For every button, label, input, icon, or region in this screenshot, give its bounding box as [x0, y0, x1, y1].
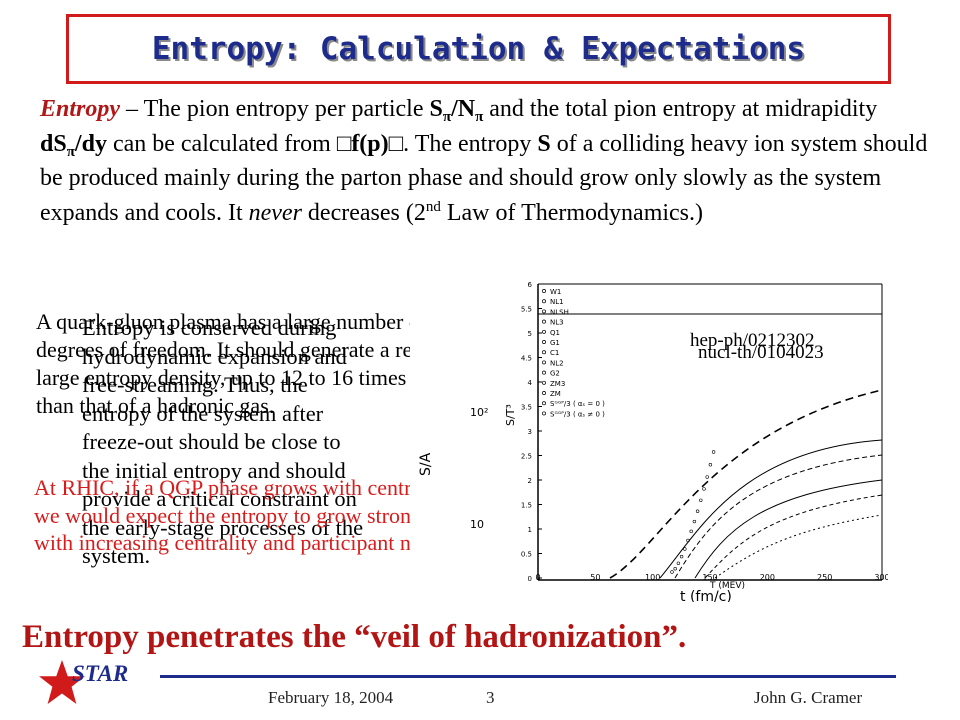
x-tick-label: 100: [645, 573, 660, 582]
plot-point: [679, 554, 684, 559]
y-tick-label: 4.5: [521, 355, 532, 363]
legend-entry: Q1: [550, 329, 560, 337]
plot-curve: [659, 439, 883, 579]
symbol-s-pi: Sπ/Nπ: [429, 96, 484, 125]
plot-point: [705, 475, 709, 479]
legend-marker: [542, 329, 546, 334]
rhic-paragraph: At RHIC, if a QGP phase grows with centr…: [34, 475, 472, 555]
y-tick-label: 2.5: [521, 453, 532, 461]
symbol-dsdy: dSπ/dy: [40, 130, 107, 160]
conservation-paragraph: Entropy is conserved during hydrodynamic…: [82, 315, 364, 568]
headline: Entropy penetrates the “veil of hadroniz…: [22, 619, 687, 655]
legend-marker: [542, 370, 546, 375]
x-tick-labels: 0 50 100 150 200 250 300: [535, 573, 888, 582]
y-tick-label: 4: [528, 379, 533, 387]
y-tick-label: 5.5: [521, 306, 532, 314]
plot-point: [676, 561, 681, 565]
plot-legend: W1 NL1 NLSH NL3 Q1 G1 C1 NL2 G2 ZM3 ZM Sᴳᴳᴾ/3 ( αₛ …: [542, 288, 605, 418]
footer-rule: [160, 675, 896, 678]
legend-entry: W1: [550, 288, 561, 296]
y-tick-labels: 6 5.5 5 4.5 4 3.5 3 2.5 2 1.5 1 0.5 0: [521, 281, 542, 583]
bracket-glyph: □: [388, 130, 404, 157]
y-axis-label: S/A: [418, 452, 434, 476]
left-tick-label: 10²: [470, 406, 488, 419]
plot-point: [670, 570, 674, 574]
y-tick-label: 5: [528, 330, 532, 338]
legend-marker: [542, 299, 546, 304]
star-logo-text: STAR: [72, 661, 129, 686]
legend-marker: [542, 319, 546, 324]
legend-marker: [542, 411, 546, 416]
legend-marker: [542, 360, 546, 365]
intro-paragraph: Entropy – The pion entropy per particle …: [40, 96, 928, 226]
x-tick-label: 50: [590, 573, 600, 582]
legend-entry: ZM3: [550, 380, 565, 388]
slide-title: Entropy: Calculation & Expectations: [151, 31, 806, 67]
plot-point: [695, 509, 700, 513]
legend-entry: Sᴳᴳᴾ/3 ( αₛ ≠ 0 ): [550, 410, 605, 418]
y-tick-label: 2: [528, 477, 532, 485]
y-tick-label: 3.5: [521, 404, 532, 412]
legend-entry: NL1: [550, 298, 564, 306]
plot-curve: [674, 454, 883, 579]
y-tick-label: 0.5: [521, 551, 532, 559]
plot-point: [683, 547, 687, 551]
legend-marker: [542, 350, 546, 355]
legend-marker: [542, 340, 546, 344]
plot-point: [686, 538, 690, 543]
plot-point: [689, 529, 693, 534]
y-tick-label: 1: [528, 526, 532, 534]
x-tick-label: 150: [702, 573, 717, 582]
plot-point: [673, 566, 677, 571]
footer-author: John G. Cramer: [754, 688, 863, 707]
plot-point: [711, 450, 716, 454]
intro-lead: Entropy: [40, 96, 121, 122]
y-tick-label: 6: [528, 281, 533, 289]
legend-entry: C1: [550, 349, 559, 357]
y-axis-alt-label: S/T³: [504, 404, 517, 426]
legend-entry: NL2: [550, 359, 564, 367]
plot-curve: [694, 479, 883, 579]
x-tick-label: 0: [535, 573, 540, 582]
x-axis-alt-label: T (MEV): [709, 581, 745, 591]
never-word: never: [248, 199, 302, 226]
plot-point: [699, 498, 703, 502]
reference-label-1: hep-ph/0212302: [690, 330, 815, 351]
plot-point: [708, 463, 713, 467]
title-box: Entropy: Calculation & Expectations: [66, 14, 891, 84]
x-tick-label: 250: [817, 573, 832, 582]
legend-marker: [542, 309, 546, 314]
legend-entry: NLSH: [550, 308, 569, 316]
x-tick-label: 200: [760, 573, 775, 582]
plot-point: [692, 519, 697, 524]
y-tick-label: 0: [528, 575, 532, 583]
legend-entry: ZM: [550, 390, 561, 398]
plot-curve: [704, 494, 883, 579]
plot-point: [702, 487, 706, 491]
x-tick-label: 300: [874, 573, 888, 582]
legend-entry: G2: [550, 370, 560, 378]
plot-curves: [609, 389, 883, 579]
reference-label-2: nucl-th/0104023: [698, 342, 824, 363]
legend-entry: Sᴳᴳᴾ/3 ( αₛ = 0 ): [550, 400, 605, 408]
legend-marker: [542, 289, 546, 293]
y-tick-label: 3: [528, 428, 532, 436]
star-icon: [39, 659, 85, 705]
legend-marker: [542, 380, 546, 385]
y-tick-label: 1.5: [521, 502, 532, 510]
bracket-glyph: □: [336, 130, 352, 157]
legend-entry: G1: [550, 339, 560, 347]
symbol-fp: f(p): [351, 130, 389, 157]
footer-date: February 18, 2004: [268, 688, 394, 707]
legend-marker: [542, 391, 546, 395]
entropy-plot: 6 5.5 5 4.5 4 3.5 3 2.5 2 1.5 1 0.5 0 0 50 100 150 200 25…: [410, 280, 888, 602]
legend-entry: NL3: [550, 319, 564, 327]
x-axis-label: t (fm/c): [680, 589, 732, 602]
legend-marker: [542, 401, 546, 406]
left-tick-label: 10: [470, 518, 484, 531]
footer-page-number: 3: [486, 688, 495, 707]
qgp-paragraph: A quark-gluon plasma has a large number …: [36, 309, 479, 418]
